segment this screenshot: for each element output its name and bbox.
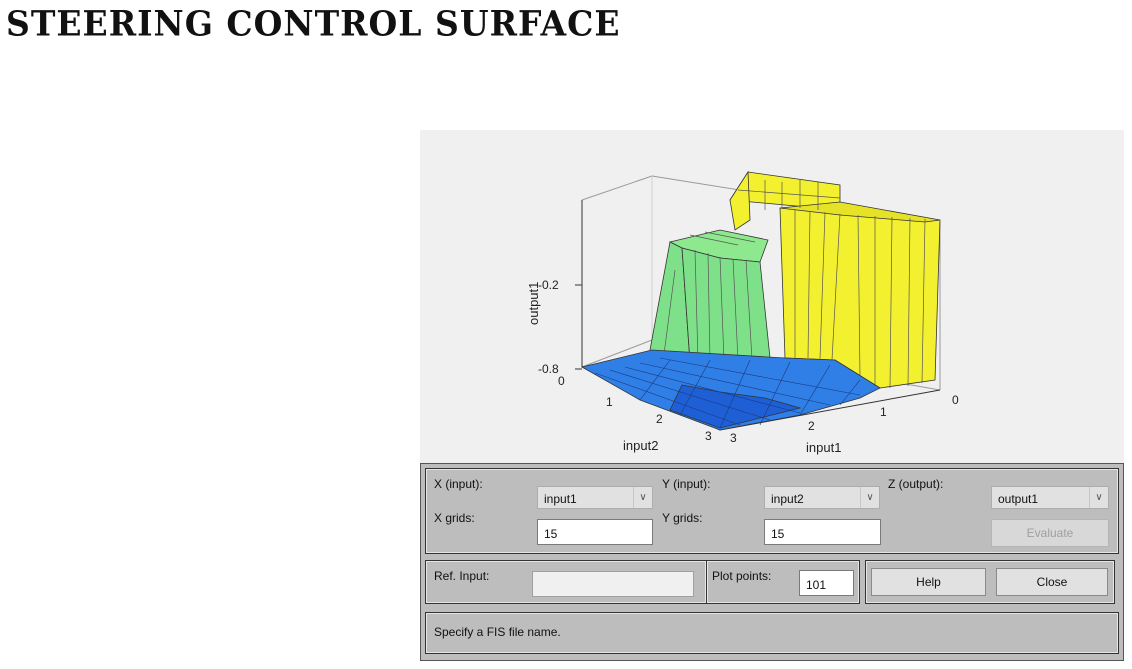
z-output-label: Z (output): xyxy=(888,477,944,491)
yellow-surface xyxy=(729,170,941,389)
yellow-grid xyxy=(737,180,926,389)
status-frame: Specify a FIS file name. xyxy=(425,612,1119,654)
z-tick-label: -0.2 xyxy=(538,278,559,292)
surface-plot: -0.2 -0.8 0 output1 1 2 3 input2 0 1 2 3… xyxy=(420,130,1124,463)
x-input-select[interactable]: input1 ∨ xyxy=(537,486,653,509)
surface-viewer-controls: X (input): input1 ∨ Y (input): input2 ∨ … xyxy=(420,463,1124,661)
x-grids-field[interactable]: 15 xyxy=(537,519,653,545)
help-button[interactable]: Help xyxy=(871,568,986,596)
evaluate-button[interactable]: Evaluate xyxy=(991,519,1109,547)
y-grids-label: Y grids: xyxy=(662,511,703,525)
yellow-left-face xyxy=(729,170,751,231)
input2-tick-label: 3 xyxy=(705,429,712,443)
input1-tick-label: 3 xyxy=(730,431,737,445)
surface-plot-svg: -0.2 -0.8 0 output1 1 2 3 input2 0 1 2 3… xyxy=(526,170,959,455)
axes-selection-frame: X (input): input1 ∨ Y (input): input2 ∨ … xyxy=(425,468,1119,554)
blue-grid xyxy=(594,357,861,429)
chevron-down-icon: ∨ xyxy=(860,487,879,508)
y-input-label: Y (input): xyxy=(662,477,711,491)
plot-points-label: Plot points: xyxy=(712,569,772,583)
close-button[interactable]: Close xyxy=(996,568,1108,596)
page-title: STEERING CONTROL SURFACE xyxy=(6,3,621,44)
y-grids-field[interactable]: 15 xyxy=(764,519,881,545)
plot-points-field[interactable]: 101 xyxy=(799,570,854,596)
input2-tick-label: 0 xyxy=(558,374,565,388)
y-input-select[interactable]: input2 ∨ xyxy=(764,486,880,509)
x-input-select-value: input1 xyxy=(544,492,577,506)
input2-tick-label: 1 xyxy=(606,395,613,409)
input1-tick-label: 1 xyxy=(880,405,887,419)
y-input-select-value: input2 xyxy=(771,492,804,506)
green-grid xyxy=(662,231,756,363)
chevron-down-icon: ∨ xyxy=(633,487,652,508)
input2-tick-label: 2 xyxy=(656,412,663,426)
blue-surface xyxy=(580,349,881,431)
back-top-edge xyxy=(581,175,653,201)
input2-axis-label: input2 xyxy=(623,438,658,453)
z-output-select[interactable]: output1 ∨ xyxy=(991,486,1109,509)
ref-input-frame: Ref. Input: xyxy=(425,560,707,604)
z-output-select-value: output1 xyxy=(998,492,1039,506)
input1-axis-label: input1 xyxy=(806,440,841,455)
ref-input-field[interactable] xyxy=(532,571,694,597)
green-surface xyxy=(649,229,771,369)
floor-back-left xyxy=(581,339,653,368)
ref-input-label: Ref. Input: xyxy=(434,569,490,583)
z-tick-label: -0.8 xyxy=(538,362,559,376)
status-text: Specify a FIS file name. xyxy=(434,625,561,639)
yellow-top-front xyxy=(779,201,941,223)
z-axis-label: output1 xyxy=(526,282,541,325)
x-grids-label: X grids: xyxy=(434,511,475,525)
plot-points-frame: Plot points: 101 xyxy=(706,560,860,604)
input1-tick-label: 0 xyxy=(952,393,959,407)
input1-tick-label: 2 xyxy=(808,419,815,433)
x-input-label: X (input): xyxy=(434,477,483,491)
help-close-frame: Help Close xyxy=(865,560,1115,604)
chevron-down-icon: ∨ xyxy=(1089,487,1108,508)
